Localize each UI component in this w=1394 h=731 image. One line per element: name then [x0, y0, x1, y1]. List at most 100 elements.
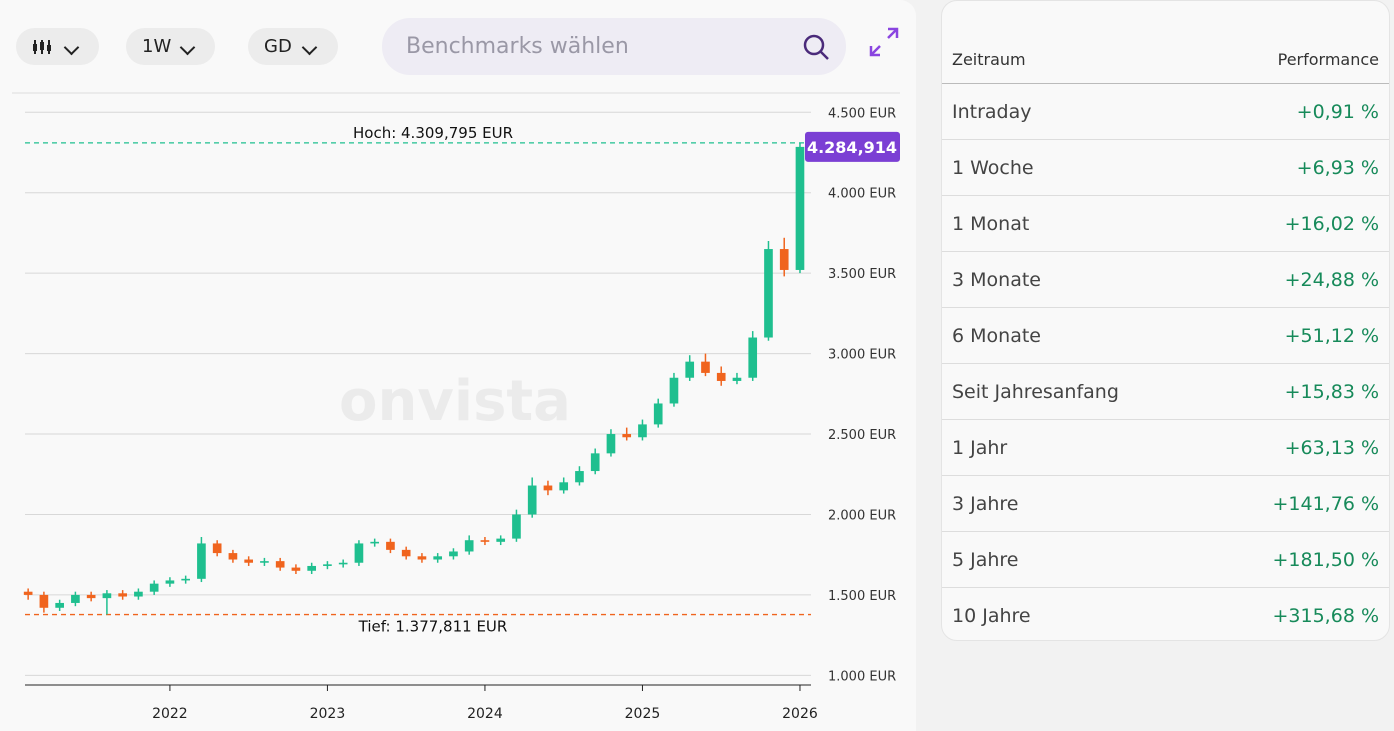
candle-body [39, 594, 49, 608]
candle-body [701, 361, 710, 373]
candle-body [685, 361, 695, 378]
candle-body [71, 594, 80, 603]
performance-value: +315,68 % [1272, 604, 1380, 627]
candle-body [622, 434, 632, 438]
candle-body [464, 540, 474, 552]
indicator-label: GD [264, 36, 292, 57]
candle-body [370, 541, 380, 544]
period-label: 1 Woche [942, 139, 1209, 196]
y-tick-label: 1.000 EUR [828, 669, 896, 684]
chart: onvista 1.000 EUR 1.500 EUR 2.000 EUR 2.500… [12, 92, 900, 722]
candle-body [291, 567, 301, 571]
table-row: 1 Woche +6,93 % [942, 139, 1389, 196]
candle-body [212, 543, 222, 554]
benchmark-search[interactable]: Benchmarks wählen [382, 18, 846, 75]
performance-value: +51,12 % [1208, 307, 1389, 364]
candle-body [275, 561, 285, 568]
performance-value: +181,50 % [1208, 531, 1389, 588]
candle-body [102, 593, 112, 599]
x-tick-label: 2023 [310, 706, 346, 722]
watermark: onvista [339, 369, 571, 434]
candle-body [732, 377, 742, 381]
candle-body [559, 482, 569, 491]
chart-card: 1W GD Benchmarks wählen onvista 1.000 EU… [12, 18, 900, 722]
candle-body [779, 249, 789, 270]
candle-body [86, 594, 96, 599]
candle-body [433, 556, 443, 560]
table-row: 6 Monate +51,12 % [942, 307, 1389, 364]
indicator-button[interactable]: GD [248, 28, 338, 65]
performance-value: +63,13 % [1208, 419, 1389, 476]
candle-body [386, 541, 395, 550]
period-label: 1 Jahr [942, 419, 1209, 476]
expand-button[interactable] [868, 26, 900, 58]
y-tick-label: 3.000 EUR [828, 348, 896, 363]
candle-body [197, 543, 206, 579]
candle-body [354, 543, 364, 563]
last-price-tag [805, 131, 900, 162]
x-tick-label: 2026 [782, 706, 818, 722]
y-tick-label: 1.500 EUR [828, 589, 896, 604]
candle-body [590, 453, 600, 472]
candle-body [181, 578, 190, 581]
y-tick-label: 4.500 EUR [828, 106, 896, 121]
table-row: 3 Jahre +141,76 % [942, 475, 1389, 532]
candle-body [527, 485, 537, 515]
x-tick-label: 2025 [625, 706, 661, 722]
candle-body [795, 146, 805, 270]
candle-body [244, 559, 254, 563]
candle-body [338, 562, 348, 565]
search-icon [803, 34, 829, 60]
candle-body [716, 372, 726, 381]
candle-body [149, 583, 159, 592]
table-row: 1 Jahr +63,13 % [942, 419, 1389, 476]
candle-body [23, 591, 33, 595]
performance-value: +0,91 % [1208, 83, 1389, 140]
candle-body [260, 561, 269, 563]
candle-body [228, 553, 238, 560]
candle-body [638, 424, 647, 438]
table-row: 3 Monate +24,88 % [942, 251, 1389, 308]
performance-value: +24,88 % [1208, 251, 1389, 308]
candle-body [606, 434, 616, 454]
search-placeholder: Benchmarks wählen [406, 34, 629, 59]
period-label: Intraday [942, 83, 1209, 140]
table-row: Seit Jahresanfang +15,83 % [942, 363, 1389, 420]
candle-body [669, 377, 679, 404]
table-row: 10 Jahre +315,68 % [942, 588, 1389, 644]
candle-body [134, 591, 143, 597]
tief-label: Tief: 1.377,811 EUR [358, 618, 508, 636]
period-label: Seit Jahresanfang [942, 363, 1209, 420]
last-price-label: 4.284,914 [807, 138, 897, 157]
candle-body [480, 540, 490, 542]
y-tick-label: 3.500 EUR [828, 267, 896, 282]
candle-body [323, 564, 332, 566]
table-row: 1 Monat +16,02 % [942, 195, 1389, 252]
period-label: 6 Monate [942, 307, 1209, 364]
candle-body [496, 538, 506, 542]
period-label: 10 Jahre [952, 604, 1031, 627]
interval-button[interactable]: 1W [126, 28, 215, 65]
candle-body [764, 249, 773, 338]
x-tick-label: 2022 [152, 706, 188, 722]
table-row: Intraday +0,91 % [942, 83, 1389, 140]
x-tick-label: 2024 [467, 706, 503, 722]
candle-body [55, 602, 64, 608]
candle-body [118, 593, 127, 597]
header-cell: Performance [1208, 35, 1389, 84]
chart-type-button[interactable] [16, 28, 99, 65]
candle-body [307, 565, 317, 571]
y-tick-label: 2.000 EUR [828, 508, 896, 523]
candle-body [653, 403, 663, 425]
header-cell: Zeitraum [942, 35, 1209, 84]
performance-card: Zeitraum Performance Intraday +0,91 % 1 Woch… [941, 0, 1390, 641]
candle-body [575, 471, 584, 483]
candle-icon [33, 40, 51, 54]
candle-body [543, 485, 553, 491]
candle-body [401, 549, 411, 557]
period-label: 3 Jahre [942, 475, 1209, 532]
candle-body [165, 580, 175, 584]
header-row: Zeitraum Performance [942, 35, 1389, 84]
period-label: 3 Monate [942, 251, 1209, 308]
